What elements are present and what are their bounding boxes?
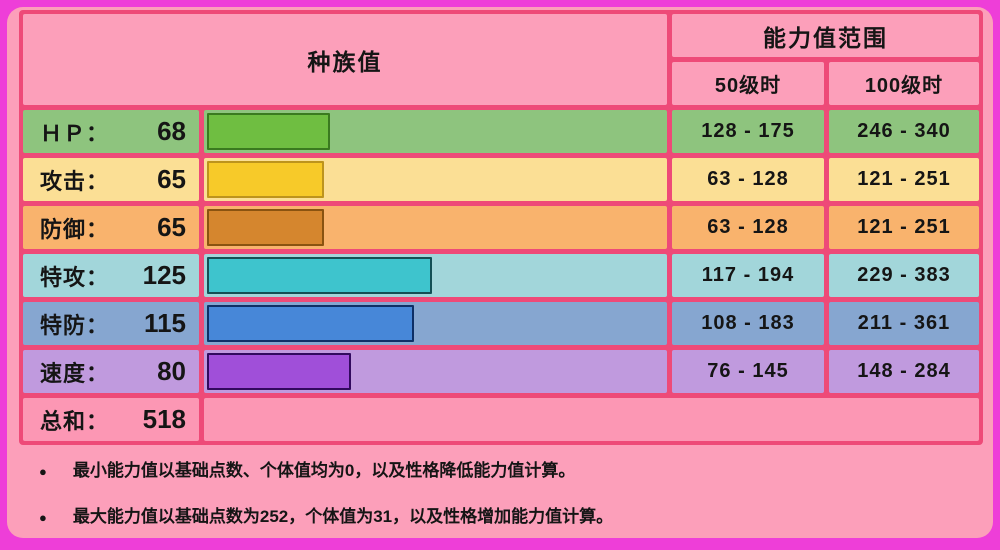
header-level-50: 50级时 bbox=[672, 62, 824, 105]
stat-range-hp-lv100: 246 - 340 bbox=[829, 110, 979, 153]
base-stats-table: 种族值 能力值范围 50级时 100级时 ＨＰ： 68 128 - 175 24… bbox=[19, 10, 983, 445]
stat-label-hp: ＨＰ： bbox=[40, 120, 110, 146]
stat-bar-speed bbox=[207, 353, 352, 390]
stat-range-sp-defense-lv50: 108 - 183 bbox=[672, 302, 824, 345]
stats-panel: 种族值 能力值范围 50级时 100级时 ＨＰ： 68 128 - 175 24… bbox=[7, 7, 993, 538]
footnote-min: ● 最小能力值以基础点数、个体值均为0，以及性格降低能力值计算。 bbox=[39, 459, 983, 484]
bullet-icon: ● bbox=[39, 510, 47, 525]
stat-bar-cell-defense bbox=[204, 206, 667, 249]
stat-value-defense: 65 bbox=[157, 212, 186, 242]
stat-range-speed-lv50: 76 - 145 bbox=[672, 350, 824, 393]
stat-bar-sp-defense bbox=[207, 305, 415, 342]
stat-bar-defense bbox=[207, 209, 325, 246]
stat-row-sp-attack-label-cell: 特攻： 125 bbox=[23, 254, 199, 297]
stat-bar-cell-attack bbox=[204, 158, 667, 201]
stat-label-attack: 攻击： bbox=[40, 168, 110, 194]
header-base-stats: 种族值 bbox=[23, 14, 667, 105]
stat-row-total-empty-cell bbox=[204, 398, 979, 441]
stat-bar-attack bbox=[207, 161, 325, 198]
stat-range-defense-lv100: 121 - 251 bbox=[829, 206, 979, 249]
stat-label-speed: 速度： bbox=[40, 360, 110, 386]
stat-value-total: 518 bbox=[142, 404, 186, 434]
stat-label-total: 总和： bbox=[40, 408, 110, 434]
stat-bar-sp-attack bbox=[207, 257, 433, 294]
stat-range-attack-lv100: 121 - 251 bbox=[829, 158, 979, 201]
stat-row-total-label-cell: 总和： 518 bbox=[23, 398, 199, 441]
stat-value-attack: 65 bbox=[157, 164, 186, 194]
stat-bar-hp bbox=[207, 113, 330, 150]
footnote-max: ● 最大能力值以基础点数为252，个体值为31，以及性格增加能力值计算。 bbox=[39, 505, 983, 530]
stat-label-sp-defense: 特防： bbox=[40, 312, 110, 338]
stat-row-sp-defense-label-cell: 特防： 115 bbox=[23, 302, 199, 345]
stat-row-attack-label-cell: 攻击： 65 bbox=[23, 158, 199, 201]
stat-range-hp-lv50: 128 - 175 bbox=[672, 110, 824, 153]
stat-bar-cell-sp-attack bbox=[204, 254, 667, 297]
bullet-icon: ● bbox=[39, 464, 47, 479]
footnote-max-text: 最大能力值以基础点数为252，个体值为31，以及性格增加能力值计算。 bbox=[72, 507, 614, 526]
header-level-100: 100级时 bbox=[829, 62, 979, 105]
stat-row-defense-label-cell: 防御： 65 bbox=[23, 206, 199, 249]
stat-range-attack-lv50: 63 - 128 bbox=[672, 158, 824, 201]
stat-row-hp-label-cell: ＨＰ： 68 bbox=[23, 110, 199, 153]
footnotes: ● 最小能力值以基础点数、个体值均为0，以及性格降低能力值计算。 ● 最大能力值… bbox=[19, 459, 983, 530]
footnote-min-text: 最小能力值以基础点数、个体值均为0，以及性格降低能力值计算。 bbox=[72, 461, 576, 480]
stat-range-sp-attack-lv50: 117 - 194 bbox=[672, 254, 824, 297]
stat-range-sp-attack-lv100: 229 - 383 bbox=[829, 254, 979, 297]
stat-bar-cell-hp bbox=[204, 110, 667, 153]
stat-range-defense-lv50: 63 - 128 bbox=[672, 206, 824, 249]
stat-value-sp-defense: 115 bbox=[144, 308, 186, 338]
stat-range-speed-lv100: 148 - 284 bbox=[829, 350, 979, 393]
stat-value-hp: 68 bbox=[157, 116, 186, 146]
stat-value-sp-attack: 125 bbox=[142, 260, 186, 290]
stat-bar-cell-speed bbox=[204, 350, 667, 393]
stat-label-defense: 防御： bbox=[40, 216, 110, 242]
stat-bar-cell-sp-defense bbox=[204, 302, 667, 345]
stat-value-speed: 80 bbox=[157, 356, 186, 386]
stat-row-speed-label-cell: 速度： 80 bbox=[23, 350, 199, 393]
stat-range-sp-defense-lv100: 211 - 361 bbox=[829, 302, 979, 345]
header-stat-range: 能力值范围 bbox=[672, 14, 979, 57]
stat-label-sp-attack: 特攻： bbox=[40, 264, 110, 290]
